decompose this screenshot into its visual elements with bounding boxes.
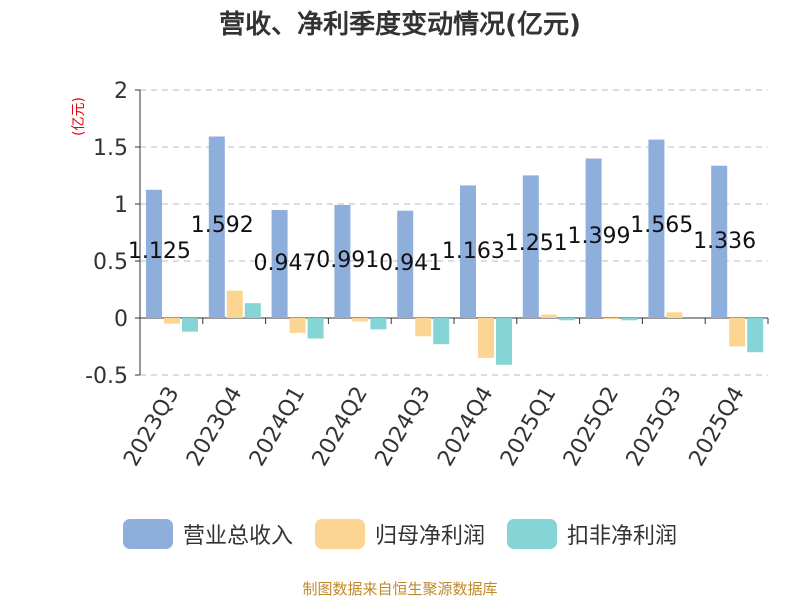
x-tick-label: 2023Q4 bbox=[182, 383, 247, 471]
y-tick-label: -0.5 bbox=[85, 364, 128, 389]
y-tick-label: 1 bbox=[114, 193, 128, 218]
bar-parent-net-profit bbox=[603, 318, 620, 320]
data-label-revenue: 1.592 bbox=[191, 213, 254, 238]
bar-parent-net-profit bbox=[226, 290, 243, 318]
bar-deducted-net-profit bbox=[182, 318, 198, 332]
legend-label-parent-net-profit: 归母净利润 bbox=[374, 524, 485, 549]
legend-item-revenue[interactable]: 营业总收入 bbox=[122, 518, 293, 550]
bar-deducted-net-profit bbox=[244, 303, 261, 318]
bar-revenue bbox=[585, 158, 602, 318]
data-label-revenue: 1.336 bbox=[693, 229, 756, 254]
bar-deducted-net-profit bbox=[558, 318, 575, 321]
bar-parent-net-profit bbox=[478, 318, 494, 358]
legend-label-deducted-net-profit: 扣非净利润 bbox=[567, 524, 678, 549]
bar-revenue bbox=[711, 165, 728, 318]
bar-parent-net-profit bbox=[540, 314, 557, 318]
x-tick-label: 2024Q4 bbox=[433, 383, 498, 471]
x-tick-label: 2025Q3 bbox=[622, 383, 687, 471]
x-tick-label: 2023Q3 bbox=[119, 383, 184, 471]
bar-parent-net-profit bbox=[289, 318, 306, 333]
legend-swatch-revenue bbox=[122, 519, 173, 549]
bar-deducted-net-profit bbox=[370, 318, 387, 330]
x-tick-label: 2024Q2 bbox=[308, 383, 373, 471]
bar-revenue bbox=[271, 210, 288, 318]
legend-item-parent-net-profit[interactable]: 归母净利润 bbox=[314, 518, 485, 550]
x-tick-label: 2024Q3 bbox=[370, 382, 435, 470]
data-label-revenue: 0.991 bbox=[316, 248, 379, 273]
bar-deducted-net-profit bbox=[621, 318, 638, 321]
y-tick-label: 0.5 bbox=[93, 250, 128, 275]
data-label-revenue: 0.947 bbox=[254, 251, 317, 276]
bar-parent-net-profit bbox=[164, 318, 180, 324]
bar-deducted-net-profit bbox=[496, 318, 512, 365]
bar-parent-net-profit bbox=[666, 312, 683, 318]
data-label-revenue: 1.565 bbox=[630, 213, 693, 238]
data-label-revenue: 1.251 bbox=[505, 231, 568, 256]
x-tick-label: 2025Q1 bbox=[496, 383, 561, 471]
data-label-revenue: 1.399 bbox=[568, 224, 631, 249]
bar-revenue bbox=[334, 205, 351, 318]
y-tick-label: 0 bbox=[114, 307, 128, 332]
bar-revenue bbox=[460, 185, 476, 318]
legend-swatch-parent-net-profit bbox=[314, 519, 365, 549]
x-tick-label: 2025Q2 bbox=[559, 383, 624, 471]
x-tick-label: 2025Q4 bbox=[684, 383, 749, 471]
x-tick-label: 2024Q1 bbox=[245, 383, 310, 471]
bar-revenue bbox=[397, 210, 414, 318]
bar-deducted-net-profit bbox=[307, 318, 324, 339]
legend-swatch-deducted-net-profit bbox=[507, 519, 557, 549]
bar-revenue bbox=[522, 175, 539, 318]
chart-title: 营收、净利季度变动情况(亿元) bbox=[219, 10, 581, 40]
bar-deducted-net-profit bbox=[433, 318, 450, 345]
bar-revenue bbox=[648, 139, 665, 318]
data-label-revenue: 0.941 bbox=[379, 251, 442, 276]
bar-parent-net-profit bbox=[415, 318, 432, 337]
bar-parent-net-profit bbox=[352, 318, 369, 322]
y-tick-label: 1.5 bbox=[93, 136, 128, 161]
legend: 营业总收入 归母净利润 扣非净利润 bbox=[0, 518, 800, 550]
y-tick-label: 2 bbox=[114, 79, 128, 104]
data-label-revenue: 1.163 bbox=[442, 239, 505, 264]
legend-label-revenue: 营业总收入 bbox=[182, 524, 293, 549]
source-note: 制图数据来自恒生聚源数据库 bbox=[302, 580, 498, 598]
bar-parent-net-profit bbox=[729, 318, 746, 347]
bar-revenue bbox=[146, 189, 162, 318]
data-label-revenue: 1.125 bbox=[128, 239, 191, 264]
bar-deducted-net-profit bbox=[747, 318, 764, 353]
legend-item-deducted-net-profit[interactable]: 扣非净利润 bbox=[507, 518, 677, 550]
bar-revenue bbox=[208, 136, 225, 318]
